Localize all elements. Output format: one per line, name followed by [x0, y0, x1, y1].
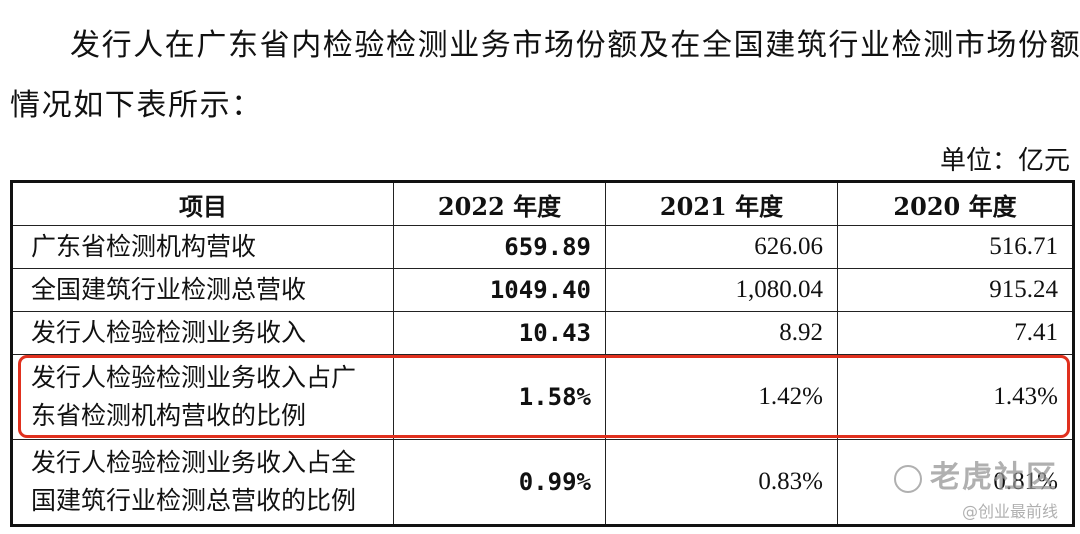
table-row: 广东省检测机构营收 659.89 626.06 516.71: [11, 225, 1074, 269]
watermark-logo-icon: [894, 464, 922, 493]
table-row-highlighted: 发行人检验检测业务收入占广 东省检测机构营收的比例 1.58% 1.42% 1.…: [11, 354, 1074, 440]
value-2021: 1,080.04: [605, 268, 838, 312]
row-label: 发行人检验检测业务收入: [11, 311, 394, 355]
value-2020: 0.81%: [837, 439, 1074, 526]
row-label-line-1: 发行人检验检测业务收入占全: [31, 448, 357, 477]
value-2021: 8.92: [605, 311, 838, 355]
header-2021: 2021 年度: [605, 181, 838, 226]
value-2022: 659.89: [393, 225, 606, 269]
market-share-table: 项目 2022 年度 2021 年度 2020 年度 广东省检测机构营收 659…: [10, 180, 1075, 527]
row-label: 发行人检验检测业务收入占全 国建筑行业检测总营收的比例: [11, 439, 394, 526]
unit-label: 单位：亿元: [939, 146, 1070, 176]
value-2021: 626.06: [605, 225, 838, 269]
value-2020: 1.43%: [837, 354, 1074, 440]
value-2020: 516.71: [837, 225, 1074, 269]
row-label-line-2: 东省检测机构营收的比例: [31, 401, 307, 430]
intro-line-1: 发行人在广东省内检验检测业务市场份额及在全国建筑行业检测市场份额: [70, 28, 1080, 63]
row-label: 广东省检测机构营收: [11, 225, 394, 269]
watermark-title: 老虎社区: [930, 460, 1058, 495]
value-2020: 915.24: [837, 268, 1074, 312]
table-header-row: 项目 2022 年度 2021 年度 2020 年度: [11, 181, 1074, 226]
watermark-subtitle: @创业最前线: [961, 502, 1058, 521]
header-2020: 2020 年度: [837, 181, 1074, 226]
value-2022: 10.43: [393, 311, 606, 355]
value-2022: 0.99%: [393, 439, 606, 526]
header-item: 项目: [11, 181, 394, 226]
value-2022: 1049.40: [393, 268, 606, 312]
row-label-line-1: 发行人检验检测业务收入占广: [31, 363, 357, 392]
value-2020: 7.41: [837, 311, 1074, 355]
intro-line-2: 情况如下表所示：: [10, 88, 263, 123]
row-label-line-2: 国建筑行业检测总营收的比例: [31, 486, 357, 515]
header-2022: 2022 年度: [393, 181, 606, 226]
watermark-title-row: 老虎社区: [894, 452, 1058, 496]
highlight-box: [18, 355, 1070, 438]
table-row: 发行人检验检测业务收入 10.43 8.92 7.41: [11, 311, 1074, 355]
value-2021: 0.83%: [605, 439, 838, 526]
value-2021: 1.42%: [605, 354, 838, 440]
row-label: 全国建筑行业检测总营收: [11, 268, 394, 312]
row-label: 发行人检验检测业务收入占广 东省检测机构营收的比例: [11, 354, 394, 440]
table-row: 全国建筑行业检测总营收 1049.40 1,080.04 915.24: [11, 268, 1074, 312]
watermark: 老虎社区 @创业最前线: [894, 452, 1058, 522]
table-row: 发行人检验检测业务收入占全 国建筑行业检测总营收的比例 0.99% 0.83% …: [11, 439, 1074, 526]
value-2022: 1.58%: [393, 354, 606, 440]
